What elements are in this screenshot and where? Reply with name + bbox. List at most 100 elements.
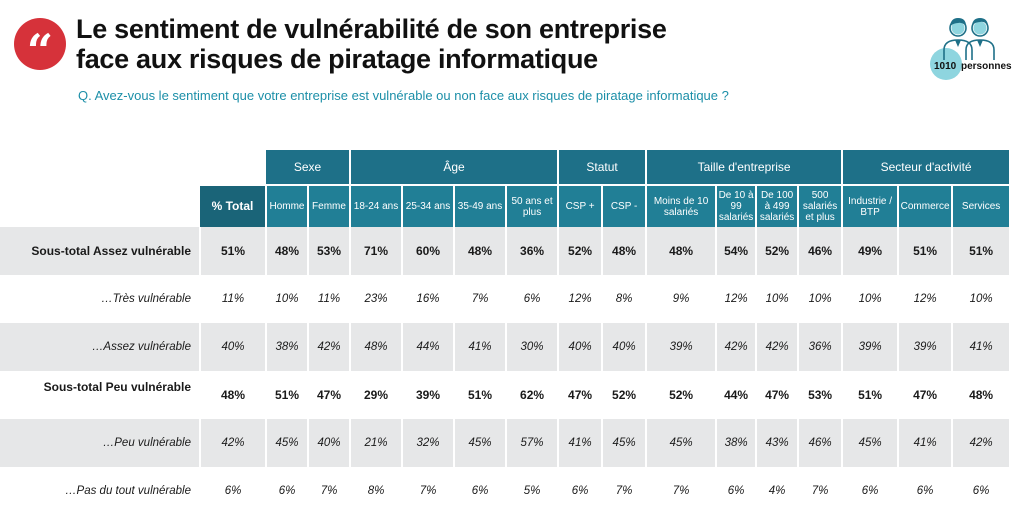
group-header: Âge: [350, 150, 560, 185]
cell-value: 42%: [716, 323, 758, 371]
cell-value: 49%: [842, 227, 900, 275]
column-header: 25-34 ans: [402, 184, 456, 227]
cell-value: 6%: [716, 467, 758, 515]
cell-value: 52%: [602, 371, 648, 419]
cell-value: 39%: [402, 371, 456, 419]
cell-total: 51%: [200, 227, 267, 275]
cell-value: 39%: [898, 323, 954, 371]
cell-value: 6%: [454, 467, 508, 515]
cell-value: 40%: [602, 323, 648, 371]
sample-count: 1010: [934, 61, 957, 72]
cell-value: 38%: [266, 323, 309, 371]
cell-value: 6%: [506, 275, 560, 323]
column-header: CSP -: [602, 184, 648, 227]
cell-value: 6%: [558, 467, 604, 515]
column-header: Homme: [266, 184, 309, 227]
column-header: 35-49 ans: [454, 184, 508, 227]
table-row: …Pas du tout vulnérable 6% 6% 7% 8% 7% 6% 5% 6% 7…: [0, 467, 1012, 515]
table-row: …Assez vulnérable 40% 38% 42% 48% 44% 41% 30% 40…: [0, 323, 1012, 371]
sample-circle: [930, 48, 962, 80]
cell-value: 38%: [716, 419, 758, 467]
cell-value: 23%: [350, 275, 404, 323]
table-body: Sous-total Assez vulnérable 51% 48% 53% 71% 6…: [0, 227, 1012, 515]
cell-value: 48%: [952, 371, 1012, 419]
cell-value: 41%: [898, 419, 954, 467]
cell-value: 10%: [266, 275, 309, 323]
cell-value: 8%: [350, 467, 404, 515]
cell-value: 45%: [454, 419, 508, 467]
cell-total: 6%: [200, 467, 267, 515]
cell-value: 40%: [558, 323, 604, 371]
column-header-row: % Total Homme Femme 18-24 ans 25-34 ans 35-49…: [0, 184, 1012, 227]
cell-value: 16%: [402, 275, 456, 323]
table-row: …Peu vulnérable 42% 45% 40% 21% 32% 45% 57% 41% 4…: [0, 419, 1012, 467]
group-header: Taille d'entreprise: [646, 150, 844, 185]
cell-value: 36%: [506, 227, 560, 275]
cell-value: 44%: [716, 371, 758, 419]
cell-total: 42%: [200, 419, 267, 467]
cell-value: 45%: [646, 419, 718, 467]
column-header: Femme: [308, 184, 352, 227]
cell-value: 48%: [266, 227, 309, 275]
column-header: Services: [952, 184, 1012, 227]
column-header: 18-24 ans: [350, 184, 404, 227]
table-row: Sous-total Peu vulnérable 48% 51% 47% 29% 39%…: [0, 371, 1012, 419]
cell-value: 6%: [266, 467, 309, 515]
cell-value: 53%: [308, 227, 352, 275]
cell-value: 7%: [646, 467, 718, 515]
cell-value: 12%: [558, 275, 604, 323]
cell-value: 45%: [266, 419, 309, 467]
cell-value: 7%: [308, 467, 352, 515]
cell-value: 7%: [454, 275, 508, 323]
cell-value: 43%: [756, 419, 800, 467]
page-title: Le sentiment de vulnérabilité de son ent…: [76, 14, 796, 74]
cell-value: 62%: [506, 371, 560, 419]
cell-total: 48%: [200, 371, 267, 419]
cell-value: 48%: [454, 227, 508, 275]
cell-value: 39%: [842, 323, 900, 371]
cell-value: 54%: [716, 227, 758, 275]
cell-value: 60%: [402, 227, 456, 275]
cell-value: 41%: [558, 419, 604, 467]
results-table: Sexe Âge Statut Taille d'entreprise Sect…: [0, 150, 1012, 515]
row-label: Sous-total Assez vulnérable: [0, 227, 201, 275]
cell-value: 52%: [646, 371, 718, 419]
cell-value: 10%: [798, 275, 844, 323]
cell-value: 7%: [402, 467, 456, 515]
column-header: 50 ans et plus: [506, 184, 560, 227]
cell-value: 9%: [646, 275, 718, 323]
cell-value: 46%: [798, 419, 844, 467]
title-line-2: face aux risques de piratage informatiqu…: [76, 44, 598, 74]
quote-glyph: “: [26, 24, 54, 78]
cell-value: 8%: [602, 275, 648, 323]
cell-total: 40%: [200, 323, 267, 371]
cell-value: 39%: [646, 323, 718, 371]
cell-value: 42%: [756, 323, 800, 371]
cell-value: 12%: [898, 275, 954, 323]
cell-value: 51%: [266, 371, 309, 419]
cell-value: 12%: [716, 275, 758, 323]
cell-value: 51%: [454, 371, 508, 419]
cell-value: 71%: [350, 227, 404, 275]
cell-value: 52%: [756, 227, 800, 275]
sample-unit: personnes: [961, 61, 1012, 72]
cell-value: 11%: [308, 275, 352, 323]
cell-value: 53%: [798, 371, 844, 419]
table-row: Sous-total Assez vulnérable 51% 48% 53% 71% 6…: [0, 227, 1012, 275]
cell-value: 57%: [506, 419, 560, 467]
cell-value: 5%: [506, 467, 560, 515]
group-header: Sexe: [266, 150, 352, 185]
cell-value: 7%: [798, 467, 844, 515]
cell-value: 47%: [308, 371, 352, 419]
quote-icon: “: [14, 18, 66, 74]
row-label: …Peu vulnérable: [0, 419, 201, 467]
cell-value: 47%: [898, 371, 954, 419]
cell-value: 44%: [402, 323, 456, 371]
cell-value: 7%: [602, 467, 648, 515]
cell-value: 48%: [602, 227, 648, 275]
row-label: …Pas du tout vulnérable: [0, 467, 201, 515]
cell-value: 42%: [308, 323, 352, 371]
cell-value: 6%: [898, 467, 954, 515]
column-header-total: % Total: [200, 184, 267, 227]
group-header: Secteur d'activité: [842, 150, 1012, 185]
